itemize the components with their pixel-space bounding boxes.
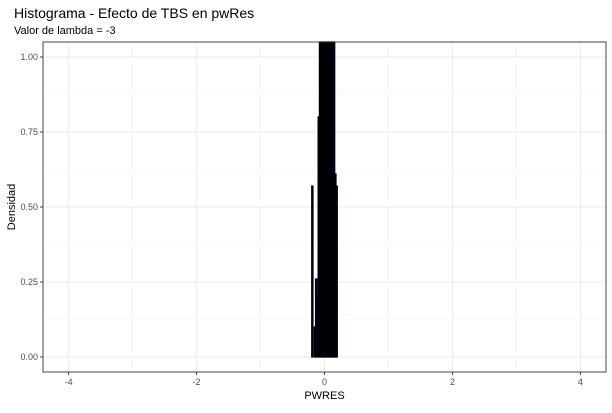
x-axis-label: PWRES: [304, 390, 344, 402]
chart-title: Histograma - Efecto de TBS en pwRes: [14, 5, 254, 21]
y-tick-label: 1.00: [20, 52, 38, 62]
x-tick-label: 4: [578, 377, 583, 387]
chart-subtitle: Valor de lambda = -3: [14, 25, 116, 37]
y-tick-label: 0.75: [20, 127, 38, 137]
y-tick-label: 0.00: [20, 352, 38, 362]
y-axis-label: Densidad: [6, 184, 18, 230]
histogram-bar: [335, 185, 338, 358]
y-tick-label: 0.50: [20, 202, 38, 212]
x-tick-label: -4: [65, 377, 73, 387]
x-tick-label: -2: [193, 377, 201, 387]
histogram-bar: [311, 185, 314, 358]
x-tick-label: 0: [322, 377, 327, 387]
tick-layer: -4 -2 0 2 4 0.00 0.25 0.50 0.75 1.00: [20, 52, 582, 387]
x-tick-label: 2: [450, 377, 455, 387]
y-tick-label: 0.25: [20, 277, 38, 287]
